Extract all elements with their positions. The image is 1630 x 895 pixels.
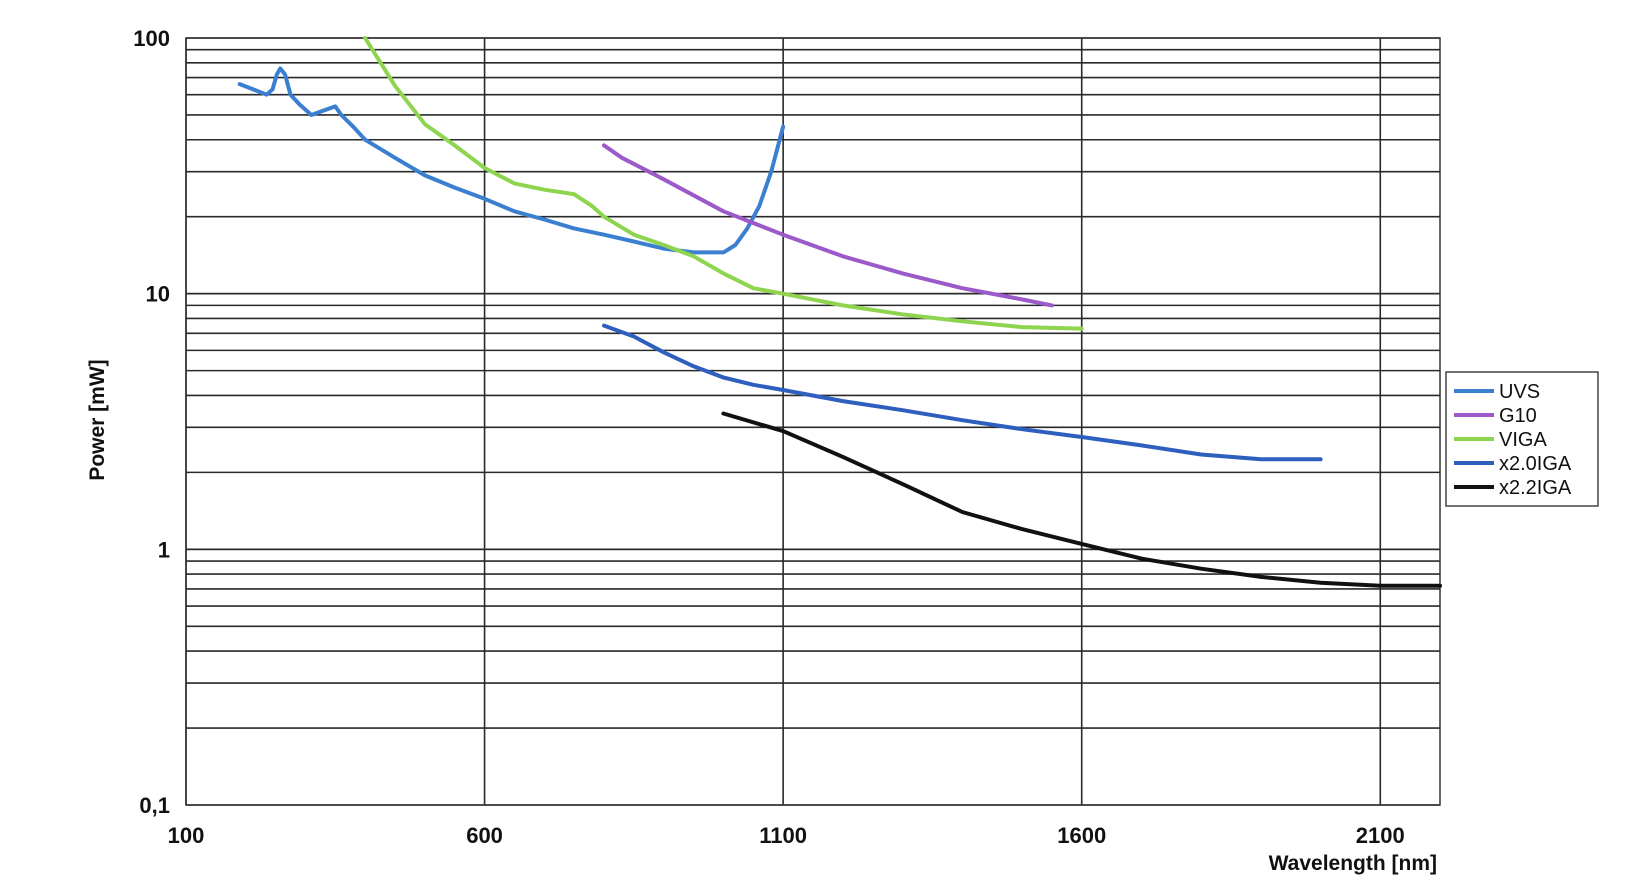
x-axis-title: Wavelength [nm] [1269,852,1437,875]
legend-box [1445,371,1599,507]
legend-label: VIGA [1499,429,1547,451]
y-tick-label: 100 [133,26,170,51]
x-tick-label: 100 [168,823,205,848]
legend-label: G10 [1499,405,1537,427]
plot-border [185,37,1441,806]
x-tick-label: 2100 [1356,823,1405,848]
x-axis-ticks: 100 600 1100 1600 2100 [168,823,1405,848]
y-axis-ticks: 0,1 1 10 100 [133,26,170,818]
series-line-uvs [237,66,786,255]
y-tick-label: 0,1 [139,793,170,818]
plot-frame [185,37,1441,806]
series-lines [237,36,1442,588]
series-line-viga [363,36,1084,331]
y-axis-title: Power [mW] [86,359,109,480]
legend-label: UVS [1499,381,1540,403]
x-tick-label: 1600 [1057,823,1106,848]
y-tick-label: 1 [158,537,170,562]
legend-label: x2.2IGA [1499,477,1572,499]
y-tick-label: 10 [146,282,170,307]
legend-label: x2.0IGA [1499,453,1572,475]
x-tick-label: 1100 [759,823,807,848]
series-line-g10 [602,143,1054,308]
series-line-x2-2iga [721,411,1442,588]
series-line-x2-0iga [602,323,1323,462]
x-tick-label: 600 [466,823,503,848]
